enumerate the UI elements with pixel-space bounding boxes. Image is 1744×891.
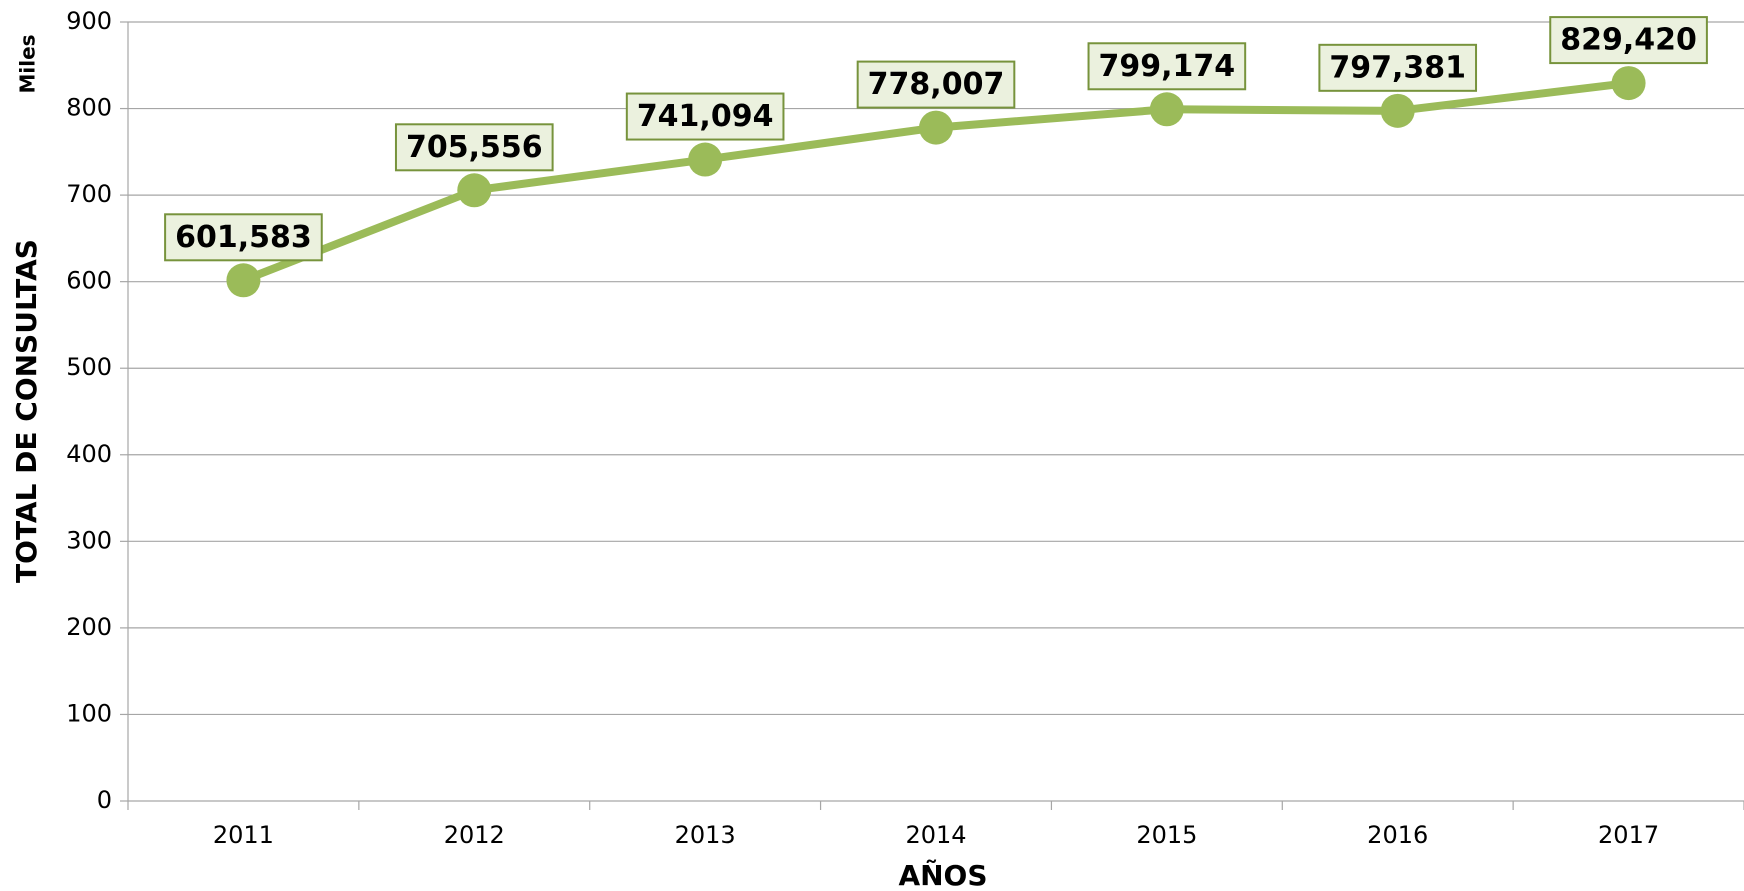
data-label: 797,381 <box>1329 50 1466 85</box>
data-label-box <box>1318 43 1478 92</box>
x-tick-label: 2011 <box>213 821 274 849</box>
data-point <box>688 142 723 177</box>
data-label-group: 797,381 <box>1318 43 1478 92</box>
y-tick-label: 200 <box>66 613 112 641</box>
data-label-box <box>856 60 1016 109</box>
data-label: 829,420 <box>1560 23 1697 58</box>
y-tick-label: 800 <box>66 94 112 122</box>
data-label-group: 778,007 <box>856 60 1016 109</box>
data-label-group: 741,094 <box>625 92 785 141</box>
data-point <box>1611 66 1646 101</box>
y-tick-label: 600 <box>66 267 112 295</box>
data-point <box>457 173 492 208</box>
y-tick-label: 900 <box>66 7 112 35</box>
data-point <box>919 110 953 145</box>
y-unit: Miles <box>16 34 40 93</box>
y-tick-label: 100 <box>66 699 112 727</box>
data-label-box <box>164 213 323 262</box>
data-label: 799,174 <box>1099 49 1236 84</box>
data-label-group: 601,583 <box>164 213 323 262</box>
data-label: 705,556 <box>406 130 543 165</box>
x-axis-title: AÑOS <box>898 858 987 891</box>
data-point <box>226 263 261 298</box>
x-tick-label: 2013 <box>675 821 736 849</box>
data-label-group: 799,174 <box>1087 42 1247 91</box>
x-tick-label: 2017 <box>1598 821 1659 849</box>
data-label-group: 829,420 <box>1549 16 1708 65</box>
data-label-box <box>394 123 554 172</box>
data-point <box>1149 92 1184 127</box>
data-label-box <box>1549 16 1708 65</box>
y-tick-label: 400 <box>66 440 112 468</box>
data-label-box <box>625 92 785 141</box>
x-tick-label: 2015 <box>1136 821 1197 849</box>
data-label: 741,094 <box>637 99 774 134</box>
data-label: 778,007 <box>868 67 1005 102</box>
x-tick-label: 2012 <box>444 821 505 849</box>
data-label-box <box>1087 42 1247 91</box>
y-tick-label: 700 <box>66 180 112 208</box>
y-tick-label: 500 <box>66 353 112 381</box>
x-tick-label: 2016 <box>1367 821 1428 849</box>
y-axis-title: TOTAL DE CONSULTAS <box>10 239 43 583</box>
data-label-group: 705,556 <box>394 123 554 172</box>
y-tick-label: 300 <box>66 526 112 554</box>
data-label: 601,583 <box>175 220 312 255</box>
x-tick-label: 2014 <box>905 821 966 849</box>
y-tick-label: 0 <box>97 786 112 814</box>
data-point <box>1380 93 1415 128</box>
